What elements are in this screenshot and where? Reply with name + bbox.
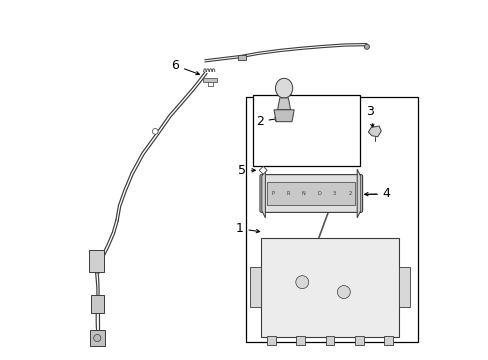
Circle shape — [152, 129, 158, 134]
FancyBboxPatch shape — [260, 175, 362, 212]
Text: N: N — [301, 191, 305, 196]
Text: R: R — [286, 191, 289, 196]
Bar — [325, 336, 334, 345]
Bar — [238, 55, 245, 60]
Bar — [91, 295, 104, 313]
Bar — [354, 336, 363, 345]
Bar — [253, 95, 359, 166]
Bar — [203, 78, 217, 82]
Bar — [296, 336, 305, 345]
Bar — [266, 336, 275, 345]
Polygon shape — [277, 98, 290, 110]
Ellipse shape — [275, 78, 292, 98]
Text: 5: 5 — [238, 164, 255, 177]
Circle shape — [295, 276, 308, 289]
Text: 4: 4 — [364, 187, 389, 200]
Polygon shape — [367, 126, 381, 137]
Bar — [266, 182, 355, 205]
Text: 1: 1 — [235, 222, 259, 235]
Circle shape — [364, 44, 368, 49]
Polygon shape — [259, 166, 266, 174]
Polygon shape — [261, 169, 265, 218]
Circle shape — [94, 334, 101, 342]
Text: 6: 6 — [171, 59, 199, 75]
Polygon shape — [356, 169, 360, 218]
Bar — [260, 238, 399, 337]
Bar — [384, 336, 392, 345]
Text: 2: 2 — [348, 191, 351, 196]
Bar — [89, 250, 104, 272]
Bar — [399, 267, 409, 307]
Bar — [246, 97, 418, 342]
Text: 2: 2 — [255, 115, 278, 128]
Bar — [249, 267, 260, 307]
Text: 3: 3 — [332, 191, 335, 196]
Polygon shape — [273, 110, 294, 122]
Text: P: P — [270, 191, 273, 196]
Text: 3: 3 — [366, 105, 374, 127]
Text: D: D — [317, 191, 320, 196]
Circle shape — [337, 285, 349, 298]
Bar — [89, 330, 104, 346]
